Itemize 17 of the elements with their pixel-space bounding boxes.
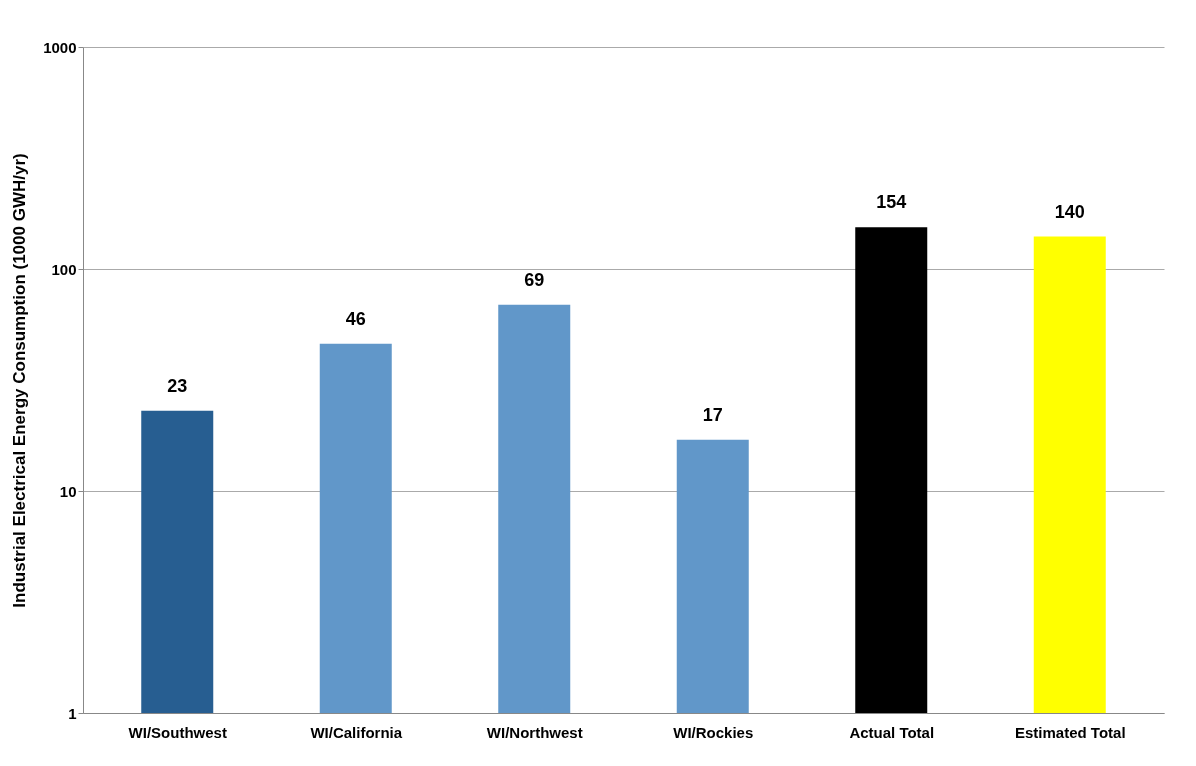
- x-tick-label: WI/California: [310, 723, 403, 741]
- data-label: 46: [345, 308, 366, 329]
- y-tick-label: 1000: [43, 38, 77, 56]
- x-tick-label: Actual Total: [849, 723, 935, 741]
- y-tick-label: 10: [59, 482, 77, 500]
- data-label: 154: [876, 192, 907, 213]
- x-tick-label: Estimated Total: [1014, 723, 1126, 741]
- y-tick-label: 100: [51, 260, 77, 278]
- x-tick-label: WI/Southwest: [128, 723, 227, 741]
- data-label: 23: [167, 375, 188, 396]
- y-tick-label: 1: [68, 704, 77, 722]
- data-label: 140: [1054, 201, 1085, 222]
- y-axis-title: Industrial Electrical Energy Consumption (1000 GWH/yr): [10, 153, 30, 608]
- x-tick-label: WI/Rockies: [673, 723, 754, 741]
- data-label: 17: [702, 404, 723, 425]
- data-label: 69: [524, 269, 545, 290]
- x-tick-label: WI/Northwest: [486, 723, 583, 741]
